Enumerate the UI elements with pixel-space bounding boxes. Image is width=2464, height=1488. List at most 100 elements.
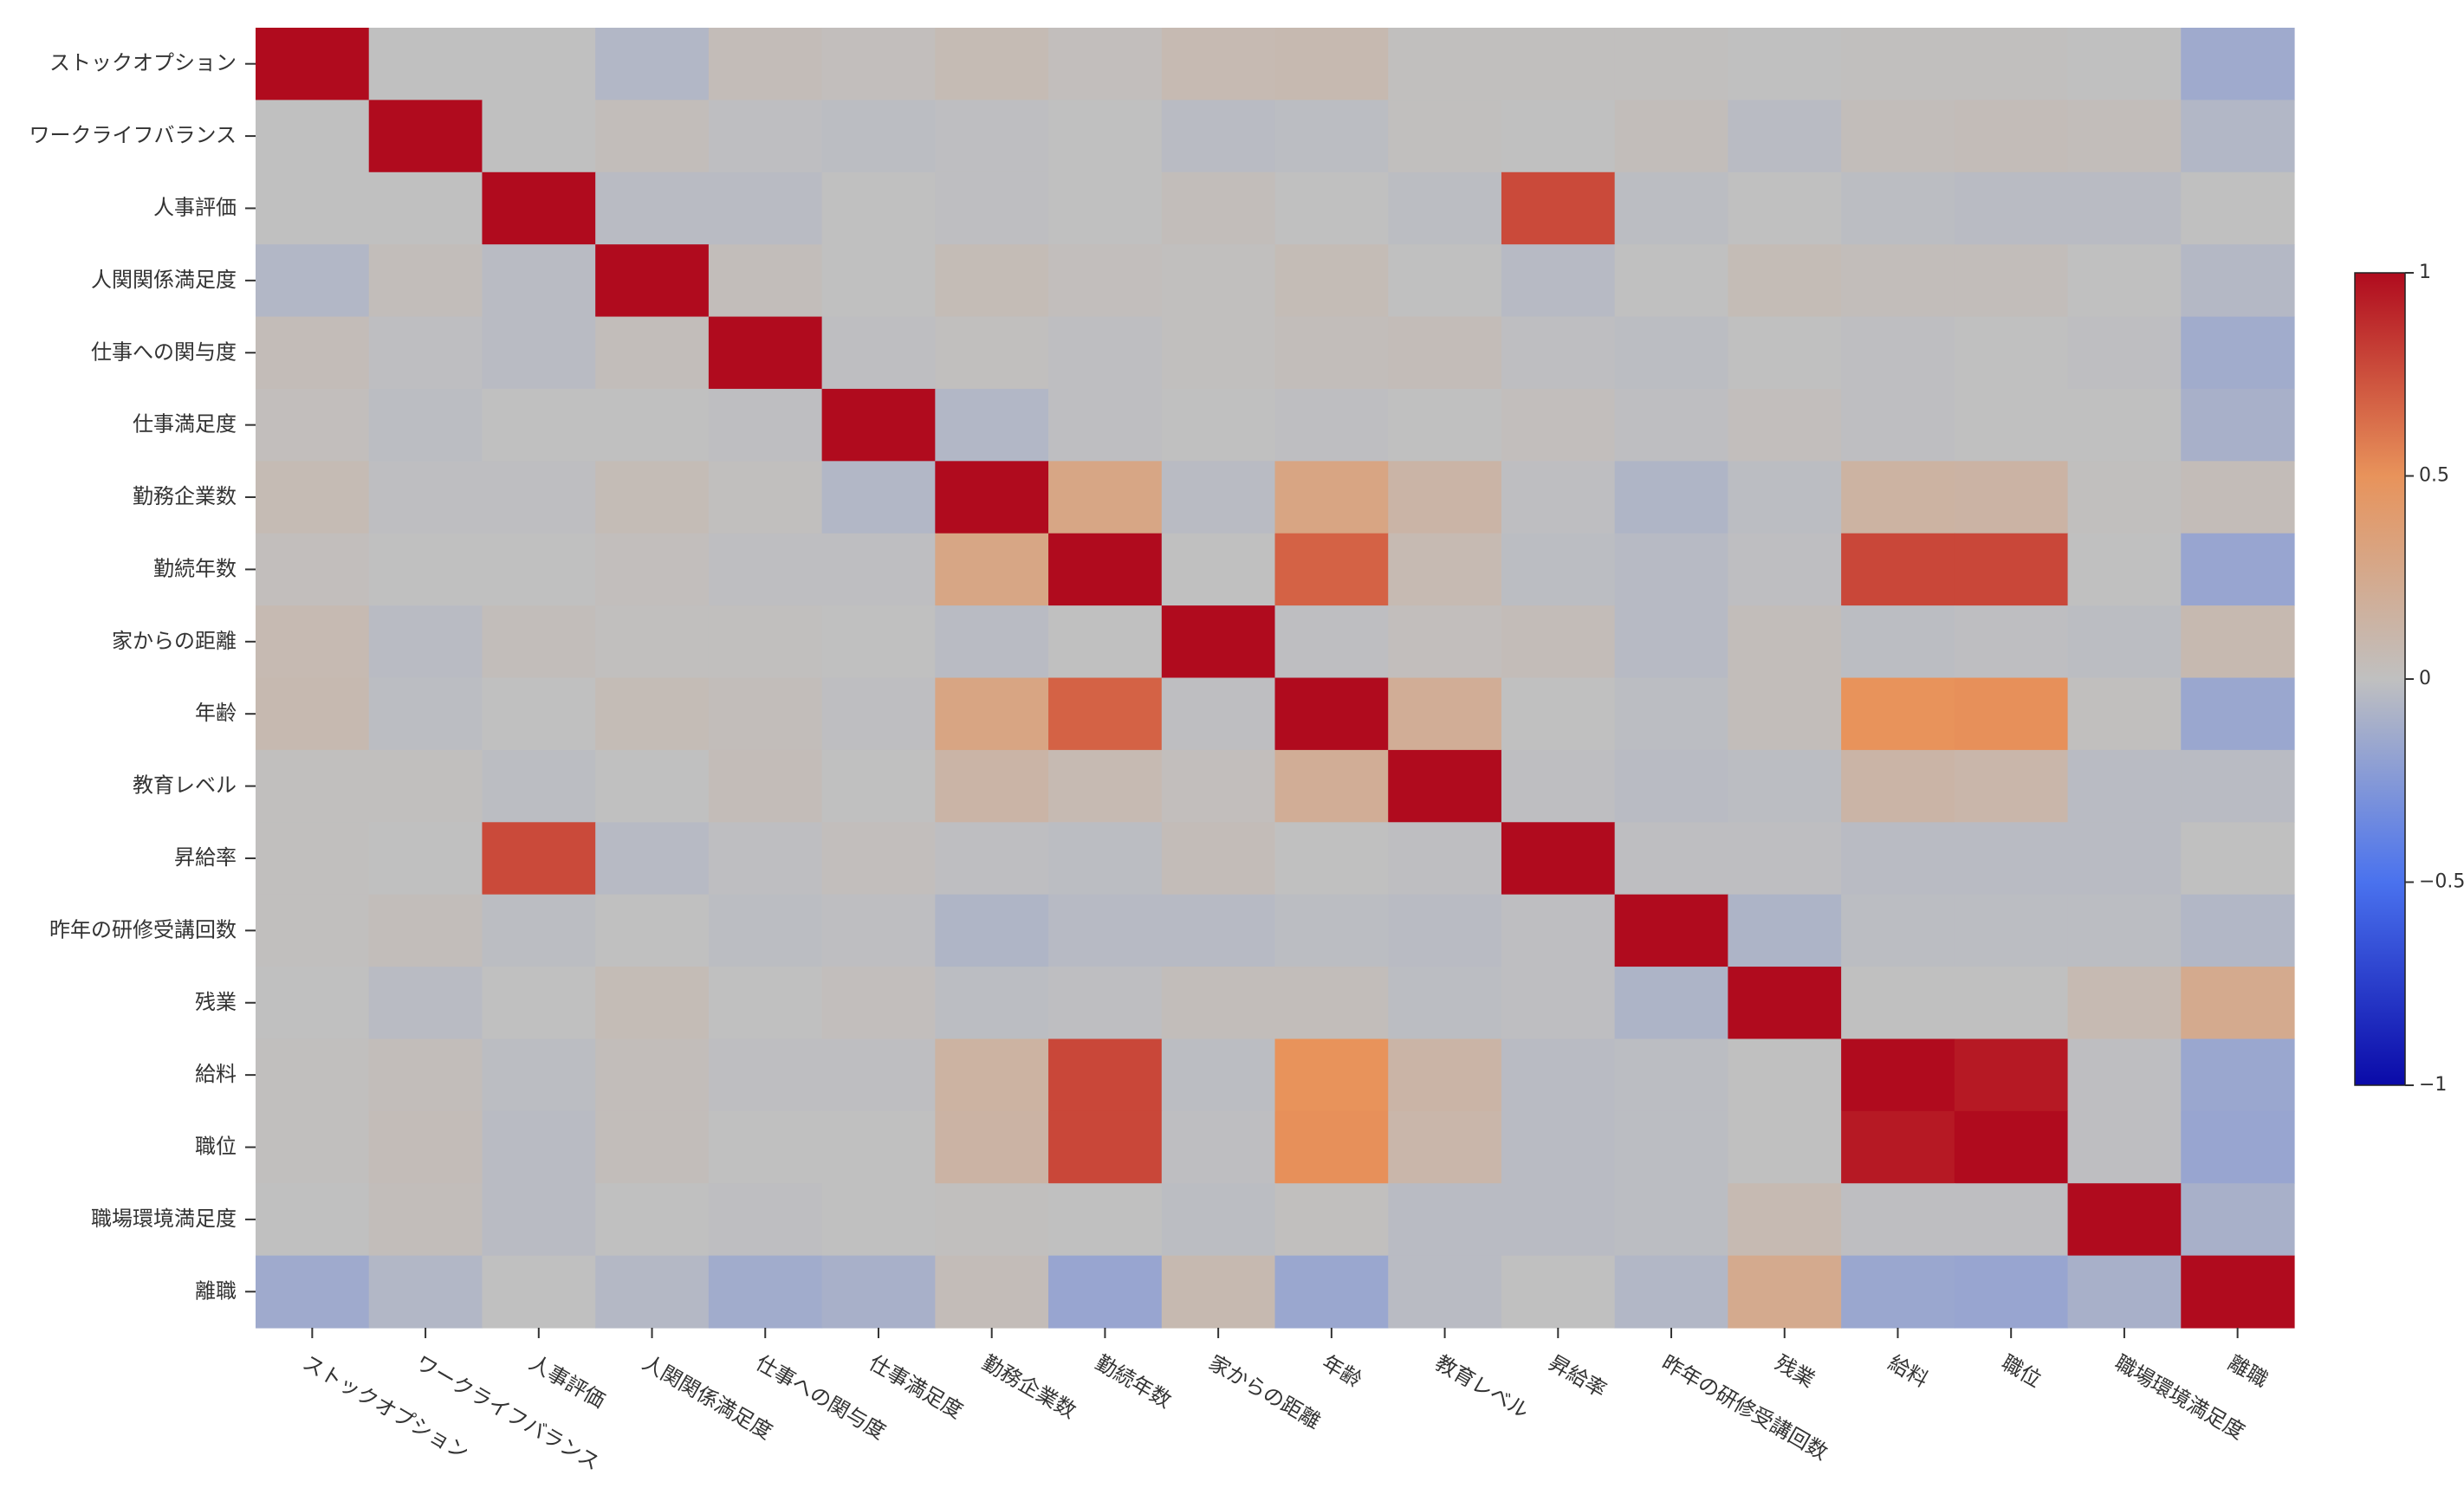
heatmap-cell <box>482 1255 596 1329</box>
heatmap-cell <box>2067 244 2182 318</box>
heatmap-cell <box>1728 605 1842 679</box>
heatmap-cell <box>2181 171 2295 245</box>
heatmap-cell <box>256 677 370 751</box>
heatmap-cell <box>2181 28 2295 100</box>
heatmap-cell <box>2067 388 2182 462</box>
heatmap-cell <box>1161 677 1276 751</box>
heatmap-cell <box>1841 1110 1955 1184</box>
heatmap-cell <box>1954 388 2069 462</box>
heatmap-cell <box>2067 1038 2182 1112</box>
heatmap-cell <box>1048 967 1163 1040</box>
heatmap-cell <box>1954 677 2069 751</box>
heatmap-cell <box>1274 749 1389 823</box>
heatmap-cell <box>482 100 596 173</box>
heatmap-cell <box>1048 316 1163 390</box>
heatmap-cell <box>821 461 936 534</box>
heatmap-cell <box>482 171 596 245</box>
heatmap-cell <box>821 677 936 751</box>
heatmap-cell <box>1841 1038 1955 1112</box>
heatmap-cell <box>1388 316 1502 390</box>
heatmap-cell <box>1274 100 1389 173</box>
y-tick-label: 仕事への関与度 <box>91 340 237 364</box>
heatmap-cell <box>821 100 936 173</box>
heatmap-cell <box>482 461 596 534</box>
x-tick-label: 残業 <box>1771 1350 1819 1392</box>
heatmap-cell <box>1388 1255 1502 1329</box>
heatmap-cell <box>1501 28 1616 100</box>
heatmap-cell <box>1841 1255 1955 1329</box>
heatmap-cell <box>1841 244 1955 318</box>
x-tick-label: ワークライフバランス <box>412 1350 603 1475</box>
heatmap-cell <box>1728 316 1842 390</box>
colorbar-rect <box>2354 272 2406 1086</box>
heatmap-cell <box>368 677 483 751</box>
heatmap-cell <box>595 1038 710 1112</box>
heatmap-cell <box>2181 967 2295 1040</box>
heatmap-cell <box>708 677 823 751</box>
x-tick-label: 教育レベル <box>1431 1350 1534 1423</box>
heatmap-cell <box>1728 171 1842 245</box>
heatmap-cell <box>2067 749 2182 823</box>
heatmap-cell <box>1501 749 1616 823</box>
heatmap-cell <box>1501 533 1616 606</box>
heatmap-cell <box>935 677 1049 751</box>
heatmap-cell <box>2181 1255 2295 1329</box>
heatmap-cell <box>1614 100 1728 173</box>
colorbar-tick-label: 1 <box>2419 262 2431 283</box>
heatmap-cell <box>1728 28 1842 100</box>
heatmap-cell <box>482 1110 596 1184</box>
heatmap-cell <box>1501 100 1616 173</box>
heatmap-cell <box>2181 894 2295 967</box>
heatmap-cell <box>935 605 1049 679</box>
heatmap-cell <box>935 533 1049 606</box>
heatmap-cell <box>2181 461 2295 534</box>
heatmap-cell <box>1614 316 1728 390</box>
heatmap-cell <box>821 967 936 1040</box>
heatmap-cell <box>1161 1255 1276 1329</box>
heatmap-cell <box>1048 461 1163 534</box>
heatmap-cell <box>2181 100 2295 173</box>
heatmap-cell <box>1728 244 1842 318</box>
heatmap-cell <box>368 316 483 390</box>
heatmap-cell <box>708 533 823 606</box>
heatmap-cell <box>1728 388 1842 462</box>
heatmap-cell <box>1728 461 1842 534</box>
heatmap-cell <box>708 28 823 100</box>
heatmap-cell <box>1954 749 2069 823</box>
heatmap-cell <box>482 533 596 606</box>
heatmap-cell <box>1048 822 1163 896</box>
x-tick-label: 勤務企業数 <box>978 1350 1080 1423</box>
heatmap-cell <box>595 461 710 534</box>
heatmap-cell <box>1954 1183 2069 1257</box>
heatmap-cell <box>935 244 1049 318</box>
heatmap-cell <box>1728 100 1842 173</box>
heatmap-cell <box>1388 533 1502 606</box>
heatmap-cell <box>708 100 823 173</box>
heatmap-cell <box>1388 1110 1502 1184</box>
heatmap-cell <box>1274 1255 1389 1329</box>
heatmap-cell <box>595 171 710 245</box>
heatmap-cell <box>1841 967 1955 1040</box>
heatmap-cell <box>1161 605 1276 679</box>
heatmap-cell <box>1501 316 1616 390</box>
heatmap-cell <box>2181 316 2295 390</box>
heatmap-cell <box>1388 171 1502 245</box>
heatmap-cell <box>1614 388 1728 462</box>
heatmap-cell <box>1048 388 1163 462</box>
heatmap-cell <box>368 605 483 679</box>
x-tick-label: 家からの距離 <box>1204 1350 1325 1433</box>
heatmap-cell <box>1048 894 1163 967</box>
heatmap-cell <box>821 28 936 100</box>
heatmap-cell <box>2181 605 2295 679</box>
heatmap-cell <box>256 749 370 823</box>
heatmap-cell <box>1841 1183 1955 1257</box>
heatmap-cell <box>2067 100 2182 173</box>
heatmap-cell <box>1388 28 1502 100</box>
heatmap-cell <box>595 967 710 1040</box>
heatmap-cell <box>482 28 596 100</box>
heatmap-cell <box>595 100 710 173</box>
heatmap-cell <box>1954 822 2069 896</box>
heatmap-cell <box>1388 461 1502 534</box>
heatmap-cell <box>2181 533 2295 606</box>
heatmap-cell <box>1614 605 1728 679</box>
